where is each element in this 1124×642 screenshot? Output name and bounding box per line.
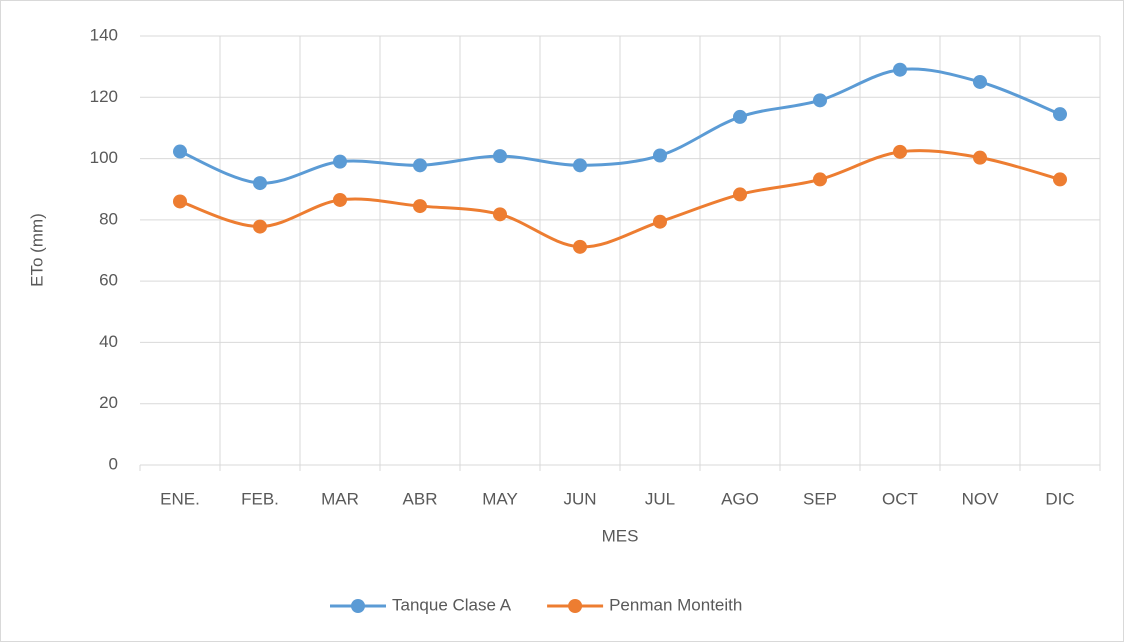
point — [813, 93, 827, 108]
legend-label: Penman Monteith — [609, 595, 742, 614]
point — [173, 144, 187, 159]
x-tick-label: SEP — [803, 489, 837, 508]
point — [253, 176, 267, 191]
x-tick-label: OCT — [882, 489, 918, 508]
x-axis-label: MES — [602, 526, 639, 545]
series-line — [179, 67, 1061, 185]
point — [1053, 172, 1067, 187]
point — [973, 74, 987, 89]
x-tick-label: NOV — [962, 489, 1000, 508]
y-tick-label: 140 — [90, 25, 118, 44]
x-tick-label: ABR — [403, 489, 438, 508]
legend-marker — [351, 599, 365, 613]
point — [413, 199, 427, 214]
point — [493, 149, 507, 164]
point — [893, 62, 907, 77]
series-line — [179, 149, 1061, 249]
point — [813, 172, 827, 187]
y-tick-label: 80 — [99, 209, 118, 228]
x-tick-label: JUN — [563, 489, 596, 508]
y-tick-label: 120 — [90, 87, 118, 106]
point — [973, 150, 987, 165]
y-tick-label: 40 — [99, 332, 118, 351]
point — [733, 187, 747, 202]
point — [333, 154, 347, 169]
point — [573, 158, 587, 173]
point — [1053, 107, 1067, 122]
y-tick-label: 60 — [99, 271, 118, 290]
point — [413, 158, 427, 173]
legend-marker — [568, 599, 583, 613]
x-tick-label: JUL — [645, 489, 675, 508]
x-tick-label: DIC — [1045, 489, 1074, 508]
y-tick-label: 100 — [90, 148, 118, 167]
x-tick-label: AGO — [721, 489, 759, 508]
point — [653, 214, 667, 229]
x-tick-label: MAR — [321, 489, 359, 508]
y-tick-label: 20 — [99, 393, 118, 412]
x-tick-label: MAY — [482, 489, 518, 508]
point — [733, 109, 747, 124]
y-tick-label: 0 — [109, 454, 118, 473]
point — [173, 194, 187, 209]
point — [573, 239, 587, 254]
x-tick-label: ENE. — [160, 489, 200, 508]
point — [253, 219, 267, 234]
point — [333, 192, 347, 207]
point — [493, 207, 507, 222]
x-tick-label: FEB. — [241, 489, 279, 508]
y-axis-label: ETo (mm) — [27, 213, 46, 287]
legend-label: Tanque Clase A — [392, 595, 512, 614]
point — [893, 144, 907, 159]
point — [653, 148, 667, 163]
